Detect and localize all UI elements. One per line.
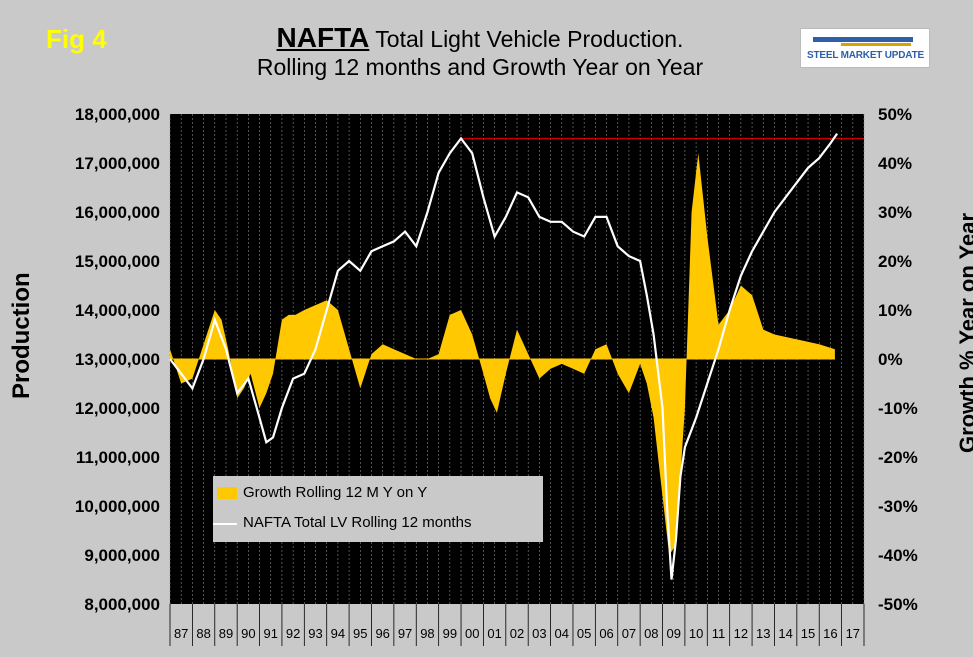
y-tick-label-left: 18,000,000 — [75, 105, 160, 124]
y-tick-label-left: 15,000,000 — [75, 252, 160, 271]
x-tick-label: 90 — [241, 626, 255, 641]
x-tick-label: 10 — [689, 626, 703, 641]
production-line-series — [169, 132, 839, 580]
y-tick-label-right: -20% — [878, 448, 918, 467]
legend-label-production: NAFTA Total LV Rolling 12 months — [243, 514, 472, 531]
chart-title-line2: Rolling 12 months and Growth Year on Yea… — [256, 54, 704, 80]
x-tick-label: 87 — [174, 626, 188, 641]
y-tick-label-left: 11,000,000 — [76, 448, 160, 467]
y-tick-label-left: 13,000,000 — [75, 350, 160, 369]
legend-swatch-production — [213, 523, 237, 525]
x-tick-label: 96 — [375, 626, 389, 641]
x-tick-label: 14 — [778, 626, 792, 641]
y-tick-label-right: 10% — [878, 301, 912, 320]
logo-text: STEEL MARKET UPDATE — [807, 50, 924, 61]
y-tick-label-left: 12,000,000 — [75, 399, 160, 418]
y-tick-label-right: 30% — [878, 203, 912, 222]
x-tick-label: 06 — [599, 626, 613, 641]
y-tick-label-right: 0% — [878, 350, 903, 369]
x-tick-label: 16 — [823, 626, 837, 641]
x-tick-label: 07 — [622, 626, 636, 641]
x-tick-label: 92 — [286, 626, 300, 641]
steel-market-update-logo: STEEL MARKET UPDATE — [800, 28, 930, 68]
growth-area-series — [170, 153, 835, 555]
x-tick-label: 91 — [264, 626, 278, 641]
chart-title-bold: NAFTA — [276, 22, 370, 53]
x-tick-label: 17 — [846, 626, 860, 641]
y-tick-label-left: 10,000,000 — [75, 497, 160, 516]
x-tick-label: 93 — [308, 626, 322, 641]
x-tick-label: 00 — [465, 626, 479, 641]
y-tick-label-left: 8,000,000 — [84, 595, 160, 614]
y-axis-left-ticks: 18,000,000 17,000,000 16,000,000 15,000,000… — [75, 105, 160, 614]
x-tick-label: 08 — [644, 626, 658, 641]
y-tick-label-right: 40% — [878, 154, 912, 173]
chart-title-rest: Total Light Vehicle Production. — [369, 26, 684, 52]
y-tick-label-right: -40% — [878, 546, 918, 565]
x-tick-label: 03 — [532, 626, 546, 641]
x-tick-label: 05 — [577, 626, 591, 641]
x-tick-label: 98 — [420, 626, 434, 641]
legend-swatch-growth — [217, 487, 237, 499]
legend-item-growth: Growth Rolling 12 M Y on Y — [217, 484, 428, 501]
x-tick-label: 01 — [487, 626, 501, 641]
y-axis-right-ticks: 50% 40% 30% 20% 10% 0% -10% -20% -30% -40% -50% — [878, 105, 918, 614]
x-tick-label: 99 — [443, 626, 457, 641]
x-tick-label: 04 — [555, 626, 569, 641]
legend-label-growth: Growth Rolling 12 M Y on Y — [243, 484, 428, 501]
x-tick-label: 02 — [510, 626, 524, 641]
logo-bar — [813, 37, 913, 42]
x-tick-label: 94 — [331, 626, 345, 641]
x-tick-label: 15 — [801, 626, 815, 641]
y-axis-right-title: Growth % Year on Year — [955, 212, 973, 454]
y-tick-label-left: 14,000,000 — [75, 301, 160, 320]
chart-title-line1: NAFTA Total Light Vehicle Production. — [200, 22, 760, 54]
y-tick-label-left: 16,000,000 — [75, 203, 160, 222]
legend-item-production: NAFTA Total LV Rolling 12 months — [213, 514, 472, 531]
figure-label: Fig 4 — [46, 24, 107, 54]
legend: Growth Rolling 12 M Y on Y NAFTA Total L… — [213, 476, 543, 542]
x-tick-label: 97 — [398, 626, 412, 641]
y-tick-label-right: 20% — [878, 252, 912, 271]
x-tick-label: 88 — [196, 626, 210, 641]
x-tick-label: 13 — [756, 626, 770, 641]
y-axis-left-title: Production — [8, 272, 35, 399]
logo-accent-bar — [841, 43, 911, 46]
x-tick-label: 11 — [712, 626, 726, 641]
y-tick-label-left: 17,000,000 — [75, 154, 160, 173]
x-tick-label: 95 — [353, 626, 367, 641]
y-tick-label-right: -50% — [878, 595, 918, 614]
x-tick-label: 09 — [666, 626, 680, 641]
y-tick-label-right: -10% — [878, 399, 918, 418]
y-tick-label-left: 9,000,000 — [84, 546, 160, 565]
x-axis-ticks: 87 88 89 90 91 92 93 94 95 96 97 98 99 00 01 02 03 04 05 06… — [169, 604, 865, 646]
y-tick-label-right: -30% — [878, 497, 918, 516]
x-tick-label: 12 — [734, 626, 748, 641]
x-tick-label: 89 — [219, 626, 233, 641]
y-tick-label-right: 50% — [878, 105, 912, 124]
